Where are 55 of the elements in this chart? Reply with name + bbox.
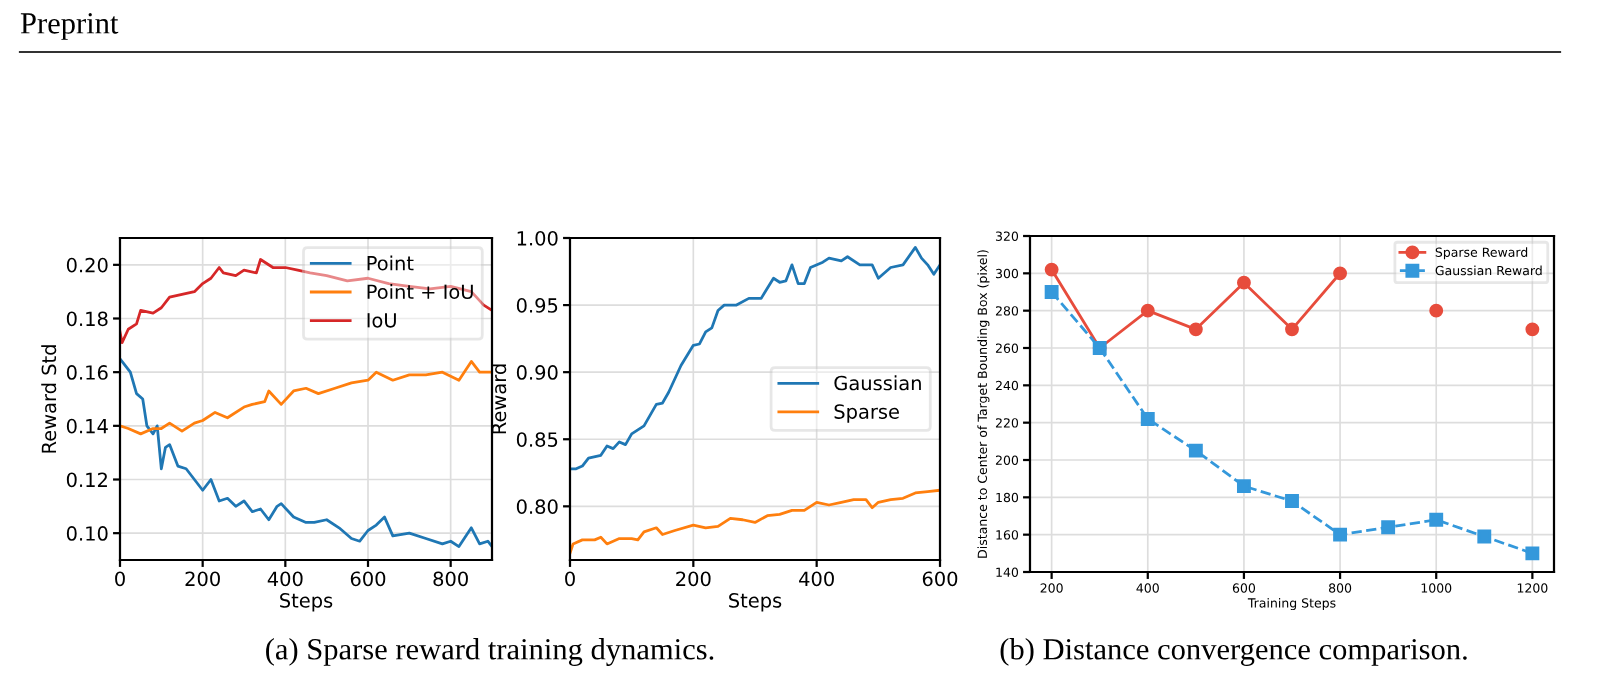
y-tick-label: 0.90 — [516, 365, 558, 380]
y-tick-label: 0.20 — [66, 257, 108, 273]
text: (a) Sparse reward training dynamics. — [266, 638, 714, 666]
y-tick-label: 0.18 — [66, 311, 108, 327]
point — [1044, 262, 1059, 277]
legend-label: Point — [367, 255, 414, 271]
line-series — [120, 258, 492, 345]
point — [1333, 266, 1348, 281]
point — [1525, 322, 1540, 337]
line-series — [120, 360, 492, 436]
point — [1236, 479, 1251, 494]
legend-label: Gaussian — [834, 375, 921, 391]
line-series — [120, 357, 492, 548]
legend-label: Sparse — [834, 404, 899, 423]
x-tick-label: 200 — [185, 571, 220, 587]
point — [1285, 322, 1299, 337]
y-axis-title: Reward Std — [41, 345, 57, 453]
legend-label: IoU — [367, 313, 396, 328]
y-tick-label: 0.16 — [66, 365, 108, 380]
x-axis-title: Steps — [280, 593, 333, 612]
y-tick-label: 0.12 — [66, 472, 107, 488]
point — [1429, 303, 1444, 318]
x-tick-label: 0 — [115, 571, 125, 587]
x-axis-title: Steps — [729, 593, 782, 612]
y-tick-label: 0.85 — [516, 432, 558, 447]
point — [1044, 285, 1059, 299]
point — [1188, 322, 1203, 337]
text: (b) Distance convergence comparison. — [1000, 638, 1467, 666]
x-tick-label: 600 — [922, 571, 958, 587]
line-series — [570, 246, 940, 471]
point — [1429, 512, 1444, 527]
x-tick-label: 800 — [433, 571, 468, 587]
x-tick-label: 0 — [565, 571, 575, 587]
point — [1333, 527, 1348, 542]
line-series — [570, 488, 940, 555]
y-tick-label: 1.00 — [517, 230, 558, 246]
y-tick-label: 0.10 — [66, 526, 108, 541]
x-tick-label: 200 — [676, 571, 711, 587]
point — [1140, 411, 1155, 426]
y-tick-label: 0.80 — [516, 499, 558, 514]
point — [1525, 546, 1540, 561]
point — [1236, 275, 1251, 290]
point — [1188, 443, 1203, 458]
point — [1477, 529, 1492, 544]
y-axis-title: Reward — [491, 364, 507, 434]
point — [1285, 494, 1299, 509]
x-tick-label: 400 — [267, 571, 303, 587]
x-tick-label: 400 — [799, 571, 834, 587]
text: Preprint — [20, 13, 119, 40]
y-tick-label: 0.14 — [66, 418, 108, 434]
y-tick-label: 0.95 — [516, 298, 558, 313]
point — [1140, 303, 1155, 318]
x-tick-label: 600 — [350, 571, 386, 587]
point — [1381, 520, 1396, 535]
legend-label: Point + IoU — [367, 284, 473, 300]
